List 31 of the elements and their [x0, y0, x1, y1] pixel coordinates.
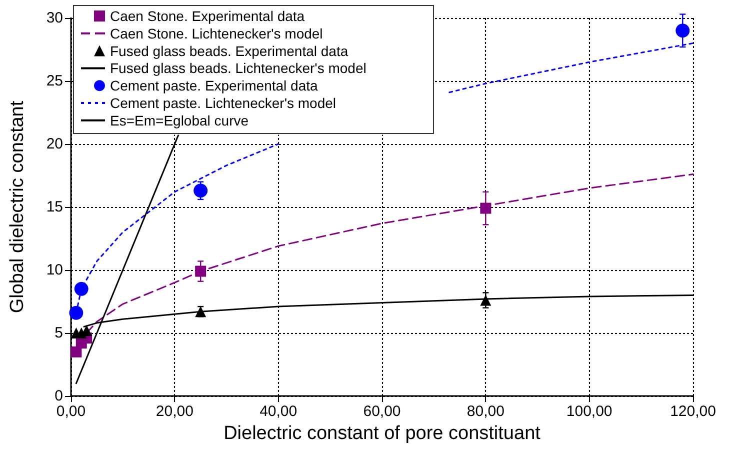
y-tick-label: 5: [54, 324, 63, 342]
y-tick-label: 15: [46, 198, 63, 216]
point: [480, 202, 492, 214]
legend-label: Cement paste. Lichtenecker's model: [110, 95, 336, 111]
point: [70, 346, 82, 358]
y-axis-title: Global dielectric constant: [7, 100, 28, 314]
x-tick-label: 80,00: [466, 403, 504, 420]
y-tick-label: 10: [46, 262, 63, 278]
x-tick-label: 60,00: [363, 403, 401, 420]
legend-label: Fused glass beads. Experimental data: [110, 42, 348, 59]
y-tick-label: 0: [54, 388, 63, 404]
x-axis-title: Dielectric constant of pore constituant: [224, 422, 542, 444]
legend-label: Es=Em=Eglobal curve: [110, 112, 249, 128]
point: [480, 294, 492, 306]
point: [676, 24, 690, 38]
legend-label: Caen Stone. Lichtenecker's model: [110, 25, 323, 42]
legend-label: Fused glass beads. Lichtenecker's model: [110, 60, 366, 76]
y-tick-label: 20: [46, 136, 63, 152]
point: [194, 184, 208, 198]
legend-label: Caen Stone. Experimental data: [110, 8, 305, 24]
legend-label: Cement paste. Experimental data: [110, 78, 318, 94]
y-tick-label: 30: [46, 10, 63, 26]
x-tick-label: 20,00: [156, 403, 194, 420]
x-tick-label: 120,00: [670, 403, 716, 420]
y-tick-label: 25: [46, 72, 63, 90]
point: [195, 266, 206, 277]
point: [74, 282, 88, 296]
x-tick-label: 0,00: [56, 403, 86, 420]
x-tick-label: 100,00: [566, 403, 612, 420]
point: [69, 306, 84, 320]
x-tick-label: 40,00: [260, 403, 298, 420]
